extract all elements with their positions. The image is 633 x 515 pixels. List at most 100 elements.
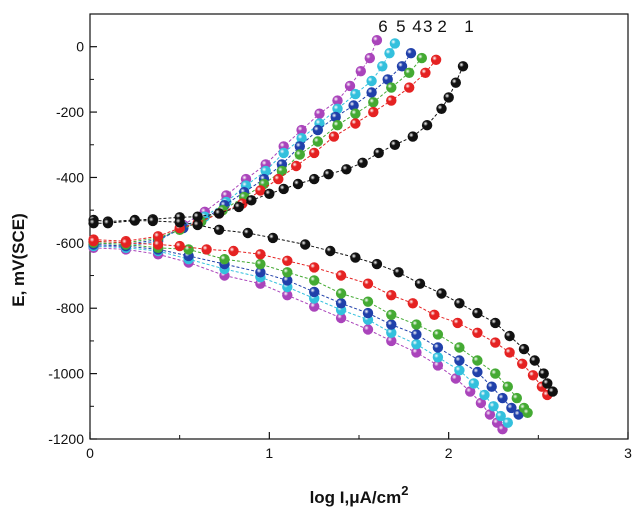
data-point: [488, 401, 499, 412]
data-point: [411, 339, 422, 350]
data-point: [219, 254, 230, 265]
data-point: [332, 95, 343, 106]
data-point: [411, 319, 422, 330]
data-point: [490, 317, 501, 329]
data-point: [255, 249, 266, 260]
data-point: [382, 74, 393, 85]
data-point: [504, 347, 515, 358]
data-point: [468, 378, 479, 389]
x-axis-title-superscript: 2: [401, 483, 408, 498]
data-point: [527, 370, 539, 381]
data-point: [348, 100, 359, 111]
data-point: [429, 309, 440, 320]
data-point: [282, 267, 293, 278]
data-point: [411, 329, 422, 340]
data-point: [432, 360, 444, 371]
data-point: [174, 240, 185, 252]
data-point: [407, 131, 418, 142]
data-point: [276, 165, 288, 177]
data-point: [404, 82, 415, 93]
data-point: [389, 38, 401, 49]
data-point: [228, 245, 239, 257]
data-point: [233, 201, 244, 213]
curve-label-3: 3: [423, 17, 432, 36]
data-point: [291, 160, 302, 172]
data-point: [330, 111, 341, 123]
data-point: [366, 87, 377, 98]
y-tick-label: -200: [56, 104, 84, 120]
data-point: [309, 147, 320, 159]
y-tick-label: -1200: [48, 431, 84, 447]
data-point: [368, 106, 379, 118]
series-5-cathodic-line: [93, 245, 509, 424]
data-point: [404, 67, 415, 79]
series-6-anodic-line: [93, 40, 378, 248]
data-point: [389, 139, 401, 150]
data-point: [436, 103, 447, 115]
series-4-cathodic-line: [93, 244, 519, 415]
series-4: [88, 48, 524, 420]
data-point: [350, 108, 361, 119]
curve-label-5: 5: [396, 17, 405, 36]
data-point: [542, 378, 553, 389]
data-point: [328, 131, 340, 142]
data-point: [465, 386, 476, 397]
data-point: [479, 389, 490, 401]
data-point: [314, 108, 325, 119]
data-point: [332, 103, 343, 115]
data-point: [292, 178, 304, 190]
data-point: [350, 88, 361, 100]
data-point: [384, 48, 395, 59]
curve-label-4: 4: [412, 17, 421, 36]
data-point: [511, 392, 522, 404]
series-2-anodic-line: [93, 59, 437, 242]
data-point: [414, 278, 426, 289]
data-point: [366, 75, 377, 87]
data-point: [506, 402, 517, 414]
data-point: [309, 286, 320, 298]
curve-label-2: 2: [437, 17, 446, 36]
data-point: [457, 61, 469, 72]
data-point: [213, 224, 225, 235]
data-point: [364, 52, 375, 64]
data-point: [502, 417, 513, 428]
data-point: [255, 258, 266, 270]
data-point: [432, 342, 444, 353]
data-point: [152, 239, 164, 250]
data-point: [312, 136, 323, 147]
data-point: [386, 335, 397, 347]
data-point: [341, 164, 352, 175]
data-point: [371, 35, 383, 46]
data-point: [255, 185, 266, 196]
curve-label-1: 1: [464, 17, 473, 36]
data-point: [174, 217, 185, 228]
data-point: [88, 218, 99, 229]
data-point: [416, 52, 427, 64]
data-point: [335, 288, 347, 299]
curve-label-6: 6: [378, 17, 387, 36]
data-point: [335, 298, 347, 309]
series-1: [88, 61, 558, 397]
x-axis-title-text: log I,μA/cm: [310, 488, 402, 507]
data-point: [309, 173, 320, 185]
data-point: [495, 410, 506, 422]
data-point: [522, 407, 533, 418]
data-point: [393, 267, 404, 278]
data-point: [407, 298, 418, 309]
data-point: [344, 80, 356, 92]
x-tick-label: 2: [445, 445, 453, 461]
data-point: [255, 267, 266, 278]
data-point: [309, 275, 320, 286]
data-point: [264, 188, 275, 199]
data-point: [396, 61, 408, 72]
y-tick-label: -800: [56, 300, 84, 316]
data-point: [242, 227, 253, 239]
data-point: [350, 252, 361, 263]
data-point: [300, 239, 311, 250]
data-point: [517, 358, 528, 369]
data-point: [547, 386, 558, 397]
data-point: [312, 124, 323, 136]
data-point: [420, 67, 431, 79]
x-axis-title: log I,μA/cm2: [310, 483, 409, 507]
